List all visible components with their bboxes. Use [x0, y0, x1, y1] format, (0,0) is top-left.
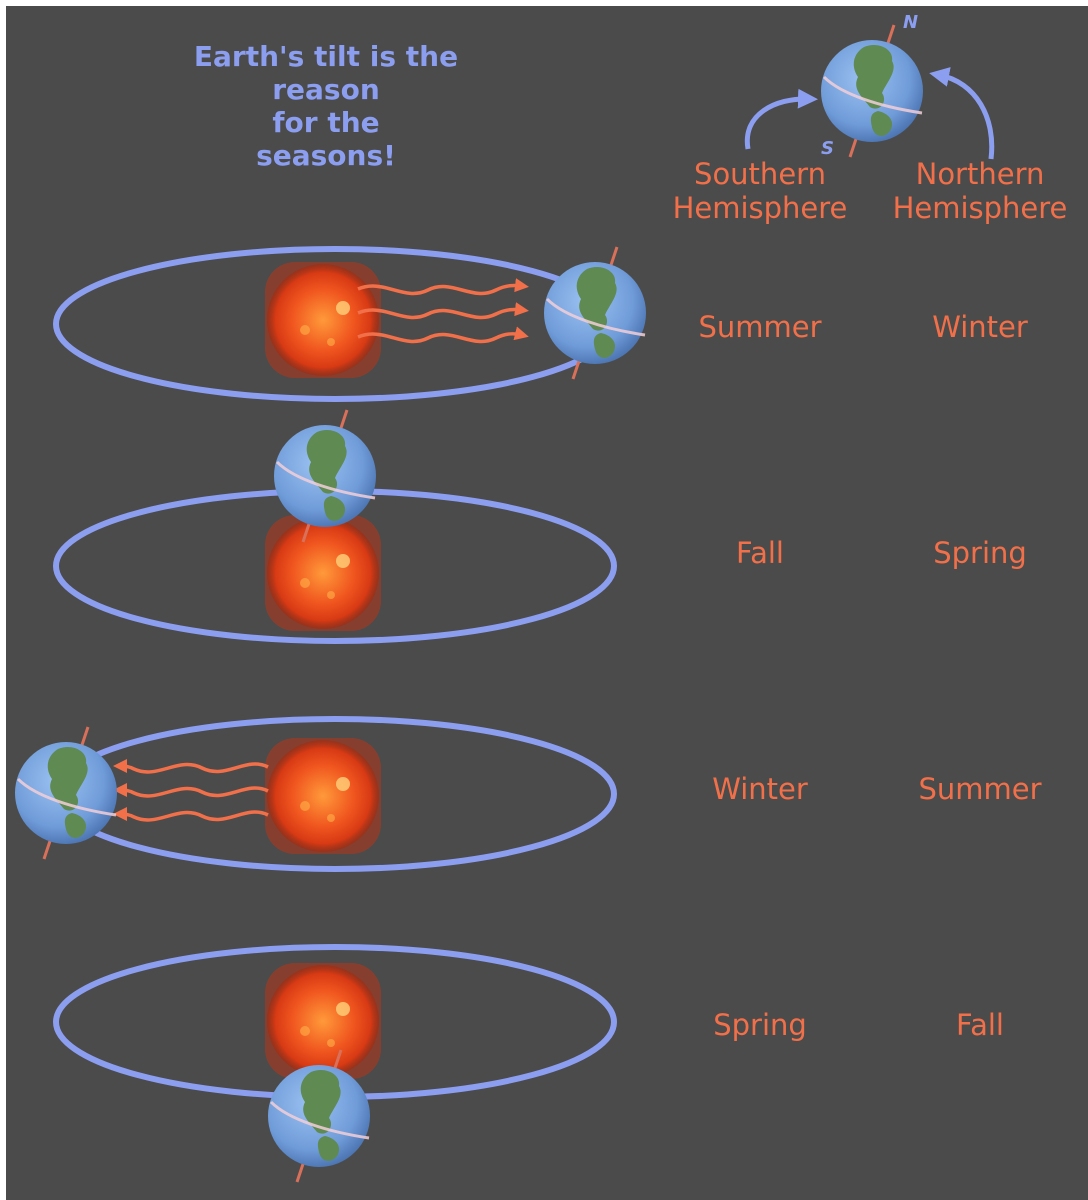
sun-icon	[265, 262, 381, 378]
orbit-row-1	[53, 245, 648, 402]
earth-icon	[819, 23, 925, 159]
title-line: seasons!	[256, 139, 396, 172]
northern-hemisphere-label: Northern Hemisphere	[880, 157, 1080, 225]
diagram-title: Earth's tilt is the reason for the seaso…	[176, 40, 476, 172]
season-southern-row-3: Winter	[712, 772, 808, 806]
earth-icon	[542, 245, 648, 381]
sunlight-ray-icon	[113, 759, 269, 822]
season-northern-row-1: Winter	[932, 310, 1028, 344]
curved-arrow-icon	[744, 88, 818, 150]
season-northern-row-4: Fall	[956, 1008, 1004, 1042]
south-label: S	[821, 138, 834, 159]
sunlight-ray-icon	[357, 278, 529, 344]
seasons-diagram: N S Earth's tilt is the reason for the s…	[6, 6, 1088, 1200]
diagram-graphics: N S	[13, 12, 995, 1184]
reference-globe: N S	[744, 12, 995, 160]
title-line: Earth's tilt is the	[193, 40, 459, 73]
southern-hemisphere-label: Southern Hemisphere	[660, 157, 860, 225]
title-line: reason	[272, 73, 380, 106]
southern-hemisphere-line: Southern	[694, 157, 826, 191]
curved-arrow-icon	[929, 67, 995, 160]
orbit-row-2	[53, 408, 617, 644]
sun-icon	[265, 738, 381, 854]
sun-icon	[265, 963, 381, 1079]
season-southern-row-4: Spring	[713, 1008, 807, 1042]
season-southern-row-2: Fall	[736, 536, 784, 570]
season-southern-row-1: Summer	[698, 310, 822, 344]
orbit-row-4	[53, 944, 617, 1184]
season-northern-row-2: Spring	[933, 536, 1027, 570]
season-northern-row-3: Summer	[918, 772, 1042, 806]
earth-icon	[13, 725, 119, 861]
northern-hemisphere-line: Northern	[915, 157, 1045, 191]
northern-hemisphere-line: Hemisphere	[892, 191, 1068, 225]
title-line: for the	[272, 106, 380, 139]
orbit-row-3	[13, 716, 617, 872]
sun-icon	[265, 515, 381, 631]
southern-hemisphere-line: Hemisphere	[672, 191, 848, 225]
north-label: N	[903, 12, 918, 33]
